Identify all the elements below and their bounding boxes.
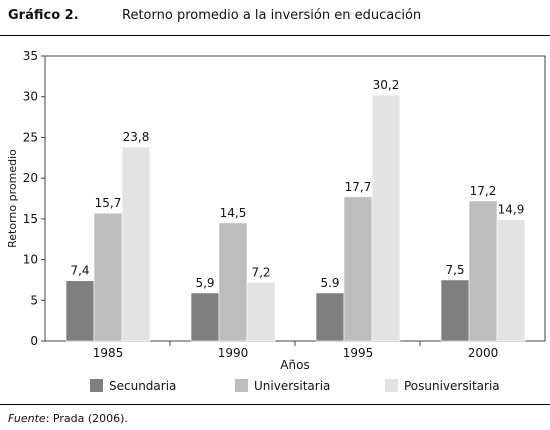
legend-swatch	[385, 379, 398, 392]
x-tick-label: 1995	[343, 346, 374, 360]
data-label: 14,9	[498, 203, 525, 217]
x-axis-label: Años	[280, 358, 309, 372]
bar	[65, 280, 95, 342]
chart-title: Retorno promedio a la inversión en educa…	[122, 8, 422, 23]
y-tick-label: 20	[23, 171, 38, 185]
bar	[190, 292, 220, 342]
legend-label: Universitaria	[254, 379, 330, 393]
bar	[315, 292, 345, 342]
source-text: : Prada (2006).	[45, 412, 128, 425]
y-tick-label: 15	[23, 212, 38, 226]
y-axis-label: Retorno promedio	[6, 149, 19, 248]
data-label: 14,5	[220, 206, 247, 220]
legend-label: Secundaria	[109, 379, 176, 393]
bar	[496, 219, 526, 342]
bar	[93, 212, 123, 342]
bar	[343, 196, 373, 342]
source-note: Fuente: Prada (2006).	[8, 412, 128, 425]
source-prefix: Fuente	[8, 412, 46, 425]
bar-chart: 0 5 10 15 20 25 30 35 Retorno promedio 7,4 15,7 23,…	[6, 49, 546, 393]
figure-label: Gráfico 2.	[8, 8, 79, 23]
y-tick-label: 10	[23, 253, 38, 267]
data-label: 23,8	[123, 130, 150, 144]
data-label: 7,4	[70, 264, 89, 278]
bottom-rule	[0, 404, 550, 405]
data-label: 7,5	[445, 263, 464, 277]
figure-header: Gráfico 2. Retorno promedio a la inversi…	[8, 4, 542, 32]
legend-label: Posuniversitaria	[404, 379, 500, 393]
data-label: 17,2	[470, 184, 497, 198]
x-tick-label: 1990	[218, 346, 249, 360]
bar	[121, 146, 151, 342]
data-label: 30,2	[373, 78, 400, 92]
bar	[440, 279, 470, 342]
bar	[218, 222, 248, 342]
data-label: 5.9	[320, 276, 339, 290]
data-label: 7,2	[251, 265, 270, 279]
data-label: 5,9	[195, 276, 214, 290]
x-tick-label: 1985	[93, 346, 124, 360]
y-tick-label: 25	[23, 130, 38, 144]
data-label: 17,7	[345, 180, 372, 194]
legend-swatch	[90, 379, 103, 392]
bar	[371, 94, 401, 342]
data-label: 15,7	[95, 196, 122, 210]
top-rule	[0, 35, 550, 36]
bar	[468, 200, 498, 342]
y-tick-label: 0	[30, 334, 38, 348]
y-tick-label: 35	[23, 49, 38, 63]
y-tick-label: 5	[30, 293, 38, 307]
bar	[246, 282, 276, 342]
legend-swatch	[235, 379, 248, 392]
x-tick-label: 2000	[468, 346, 499, 360]
y-tick-label: 30	[23, 90, 38, 104]
